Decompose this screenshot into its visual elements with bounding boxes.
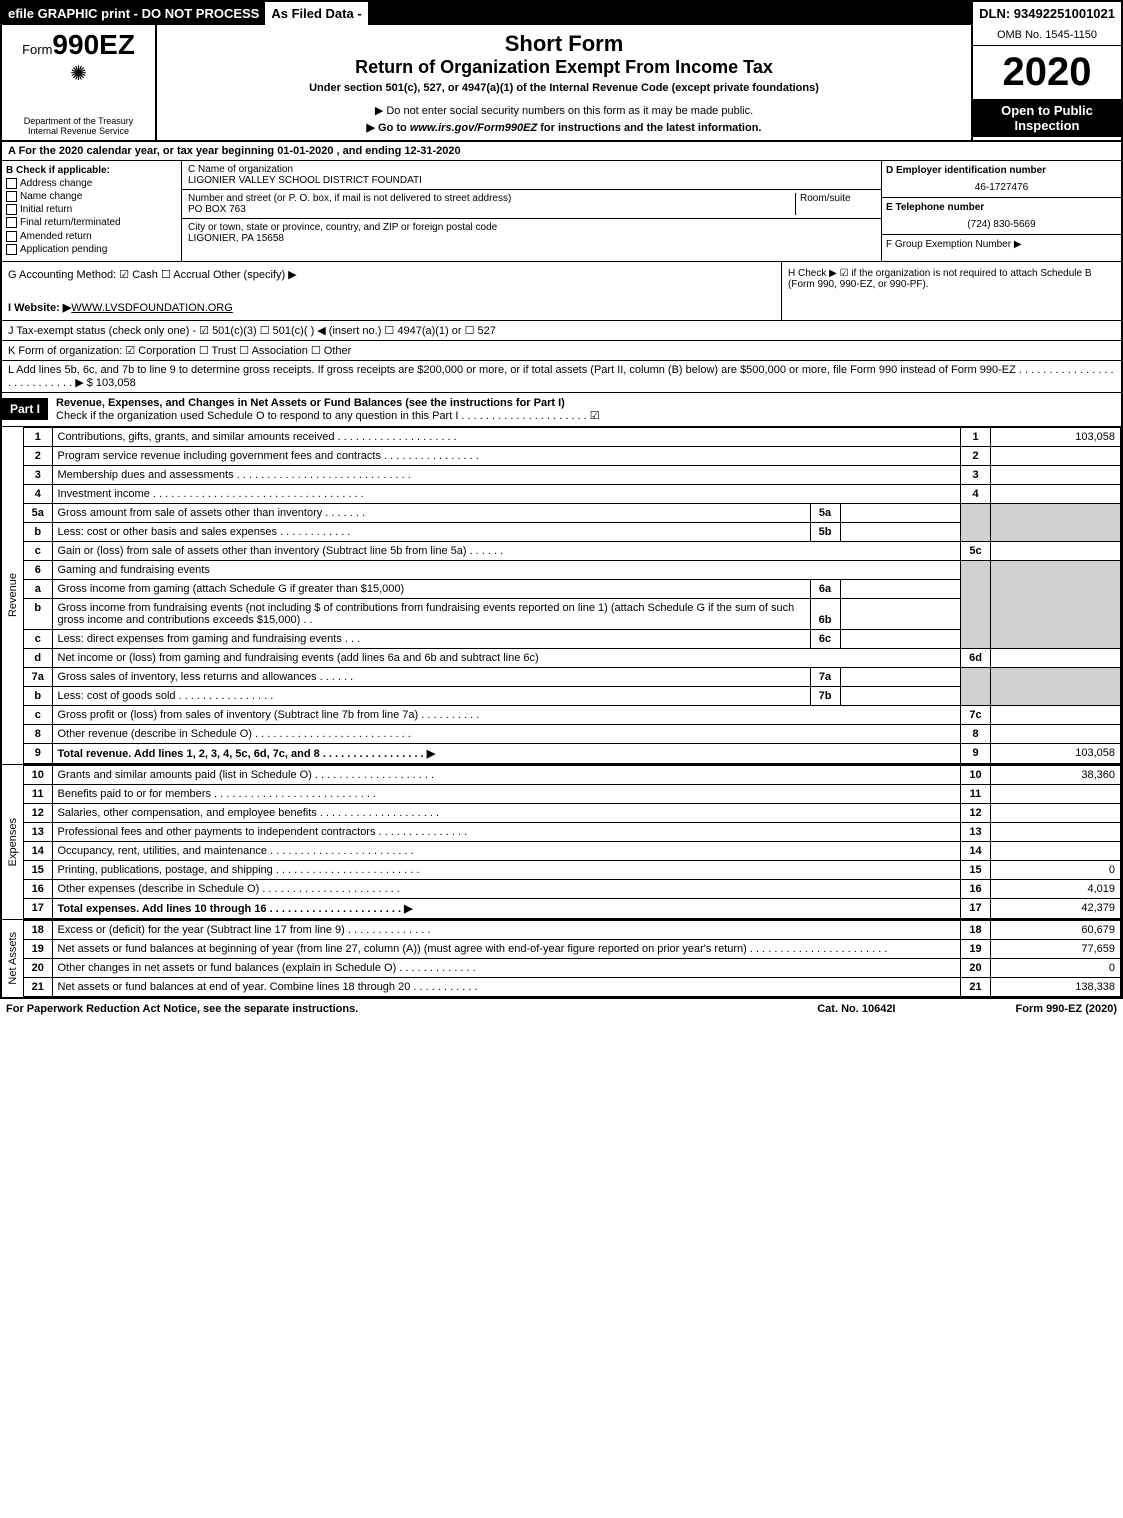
spacer: [370, 2, 973, 25]
section-c-label: C Name of organization: [188, 164, 875, 175]
sections-b-through-f: B Check if applicable: Address change Na…: [2, 161, 1121, 262]
revenue-table: 1Contributions, gifts, grants, and simil…: [24, 427, 1121, 764]
section-i: I Website: ▶WWW.LVSDFOUNDATION.ORG: [8, 301, 775, 314]
section-b-label: B Check if applicable:: [6, 165, 177, 176]
section-e: E Telephone number (724) 830-5669: [882, 198, 1121, 235]
netassets-vert-label: Net Assets: [2, 920, 24, 997]
main-title: Return of Organization Exempt From Incom…: [163, 57, 965, 78]
website-value: WWW.LVSDFOUNDATION.ORG: [71, 302, 233, 314]
top-bar: efile GRAPHIC print - DO NOT PROCESS As …: [2, 2, 1121, 25]
form-990ez: 990EZ: [52, 29, 135, 60]
title-box: Short Form Return of Organization Exempt…: [157, 25, 971, 140]
city-value: LIGONIER, PA 15658: [188, 233, 875, 244]
form-number-box: Form990EZ ✺ Department of the Treasury I…: [2, 25, 157, 140]
open-inspection: Open to Public Inspection: [973, 99, 1121, 137]
form-container: efile GRAPHIC print - DO NOT PROCESS As …: [0, 0, 1123, 999]
sections-d-e-f: D Employer identification number 46-1727…: [881, 161, 1121, 261]
subtitle: Under section 501(c), 527, or 4947(a)(1)…: [163, 82, 965, 94]
room-col: Room/suite: [795, 193, 875, 215]
sections-g-h: G Accounting Method: ☑ Cash ☐ Accrual Ot…: [2, 262, 1121, 321]
org-name-box: C Name of organization LIGONIER VALLEY S…: [182, 161, 881, 190]
street-value: PO BOX 763: [188, 204, 795, 215]
room-label: Room/suite: [800, 193, 875, 204]
tax-year: 2020: [973, 46, 1121, 99]
check-pending[interactable]: Application pending: [6, 244, 177, 255]
netassets-table: 18Excess or (deficit) for the year (Subt…: [24, 920, 1121, 997]
section-k: K Form of organization: ☑ Corporation ☐ …: [2, 341, 1121, 361]
part-1-label: Part I: [2, 398, 48, 420]
section-l: L Add lines 5b, 6c, and 7b to line 9 to …: [2, 361, 1121, 393]
org-name: LIGONIER VALLEY SCHOOL DISTRICT FOUNDATI: [188, 175, 875, 186]
check-name-change[interactable]: Name change: [6, 191, 177, 202]
expenses-table: 10Grants and similar amounts paid (list …: [24, 765, 1121, 919]
section-f: F Group Exemption Number ▶: [882, 235, 1121, 254]
phone-value: (724) 830-5669: [886, 219, 1117, 230]
street-box: Number and street (or P. O. box, if mail…: [182, 190, 881, 219]
expenses-vert-label: Expenses: [2, 765, 24, 919]
footer: For Paperwork Reduction Act Notice, see …: [0, 999, 1123, 1019]
irs-logo-icon: ✺: [6, 61, 151, 86]
footer-left: For Paperwork Reduction Act Notice, see …: [6, 1003, 817, 1015]
footer-right: Form 990-EZ (2020): [1016, 1003, 1118, 1015]
group-label: F Group Exemption Number ▶: [886, 239, 1117, 250]
note-website: ▶ Go to www.irs.gov/Form990EZ for instru…: [163, 121, 965, 134]
dln-label: DLN: 93492251001021: [973, 2, 1121, 25]
footer-mid: Cat. No. 10642I: [817, 1003, 895, 1015]
check-addr-change[interactable]: Address change: [6, 178, 177, 189]
right-header-box: OMB No. 1545-1150 2020 Open to Public In…: [971, 25, 1121, 140]
part-1-title: Revenue, Expenses, and Changes in Net As…: [48, 393, 1121, 426]
street-col: Number and street (or P. O. box, if mail…: [188, 193, 795, 215]
part-1-header: Part I Revenue, Expenses, and Changes in…: [2, 393, 1121, 427]
section-a: A For the 2020 calendar year, or tax yea…: [2, 142, 1121, 161]
efile-label: efile GRAPHIC print - DO NOT PROCESS: [2, 2, 265, 25]
as-filed-label: As Filed Data -: [265, 2, 369, 25]
ein-label: D Employer identification number: [886, 165, 1117, 176]
short-form-title: Short Form: [163, 31, 965, 57]
form-prefix: Form: [22, 42, 52, 57]
note-ssn: ▶ Do not enter social security numbers o…: [163, 104, 965, 117]
section-b: B Check if applicable: Address change Na…: [2, 161, 182, 261]
header-row: Form990EZ ✺ Department of the Treasury I…: [2, 25, 1121, 142]
city-label: City or town, state or province, country…: [188, 222, 875, 233]
revenue-section: Revenue 1Contributions, gifts, grants, a…: [2, 427, 1121, 764]
dept-irs: Internal Revenue Service: [6, 126, 151, 136]
check-initial[interactable]: Initial return: [6, 204, 177, 215]
phone-label: E Telephone number: [886, 202, 1117, 213]
check-final[interactable]: Final return/terminated: [6, 217, 177, 228]
revenue-vert-label: Revenue: [2, 427, 24, 764]
city-box: City or town, state or province, country…: [182, 219, 881, 247]
part-1-check-note: Check if the organization used Schedule …: [56, 410, 600, 422]
netassets-section: Net Assets 18Excess or (deficit) for the…: [2, 919, 1121, 997]
section-g: G Accounting Method: ☑ Cash ☐ Accrual Ot…: [2, 262, 781, 320]
section-h: H Check ▶ ☑ if the organization is not r…: [781, 262, 1121, 320]
street-label: Number and street (or P. O. box, if mail…: [188, 193, 795, 204]
section-j: J Tax-exempt status (check only one) - ☑…: [2, 321, 1121, 341]
form-number: Form990EZ: [6, 29, 151, 61]
ein-value: 46-1727476: [886, 182, 1117, 193]
expenses-section: Expenses 10Grants and similar amounts pa…: [2, 764, 1121, 919]
omb-number: OMB No. 1545-1150: [973, 25, 1121, 46]
accounting-method: G Accounting Method: ☑ Cash ☐ Accrual Ot…: [8, 268, 775, 281]
check-amended[interactable]: Amended return: [6, 231, 177, 242]
dept-treasury: Department of the Treasury: [6, 116, 151, 126]
section-d: D Employer identification number 46-1727…: [882, 161, 1121, 198]
section-c: C Name of organization LIGONIER VALLEY S…: [182, 161, 881, 261]
